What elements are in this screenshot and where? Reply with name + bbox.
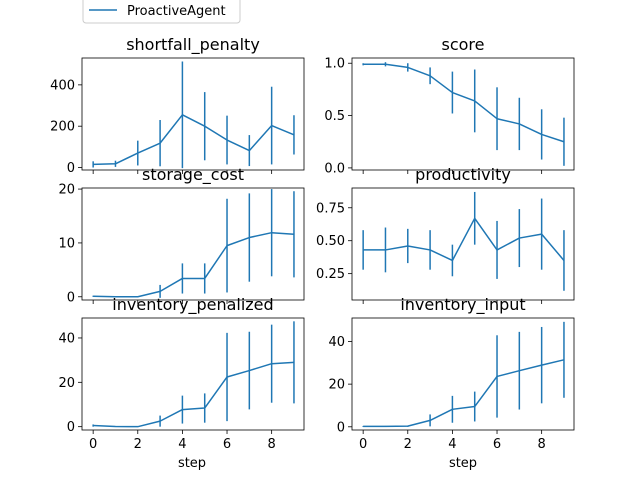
series-line-storage-cost: [93, 231, 295, 298]
series-line-inventory-penalized: [93, 361, 295, 428]
x-tick-label-inventory-input: 6: [493, 437, 501, 452]
y-tick-label-shortfall-penalty: 200: [50, 120, 75, 135]
series-shortfall-penalty: [92, 61, 295, 169]
series-line-score: [363, 63, 565, 143]
y-tick-label-storage-cost: 0: [67, 290, 75, 305]
panel-title-inventory-input: inventory_input: [400, 295, 525, 315]
x-tick-label-inventory-penalized: 6: [223, 437, 231, 452]
y-tick-label-inventory-penalized: 0: [67, 420, 75, 435]
subplot-grid: shortfall_penalty0200400score0.00.51.0st…: [50, 35, 575, 452]
subplot-shortfall-penalty: shortfall_penalty 0 200 400: [50, 35, 305, 176]
y-tick-label-inventory-penalized: 20: [58, 376, 75, 391]
plot-frame-productivity: [351, 187, 575, 301]
plot-frame-shortfall-penalty: [81, 57, 305, 171]
panel-title-inventory-penalized: inventory_penalized: [112, 295, 273, 315]
subplot-storage-cost: storage_cost 0 10 20: [58, 165, 305, 305]
y-tick-label-storage-cost: 10: [58, 236, 75, 251]
x-tick-label-inventory-penalized: 0: [89, 437, 97, 452]
y-tick-label-inventory-input: 20: [328, 378, 345, 393]
x-axis-label-group: step step: [178, 456, 477, 471]
x-axis-label-left: step: [178, 456, 206, 471]
y-tick-label-productivity: 0.25: [316, 267, 345, 282]
subplot-inventory-input: inventory_input 0 20 40 0 2 4 6 8: [328, 295, 575, 452]
y-tick-label-storage-cost: 20: [58, 183, 75, 198]
legend: ProactiveAgent: [82, 0, 241, 24]
y-tick-label-score: 0.5: [324, 109, 345, 124]
series-line-inventory-input: [363, 359, 565, 428]
y-tick-label-score: 1.0: [324, 57, 345, 72]
series-productivity: [362, 191, 565, 291]
x-tick-label-inventory-input: 8: [538, 437, 546, 452]
legend-label-proactiveagent: ProactiveAgent: [127, 4, 226, 19]
subplot-productivity: productivity 0.25 0.50 0.75: [316, 165, 575, 304]
legend-frame: [82, 0, 241, 24]
series-score: [362, 62, 565, 166]
series-inventory-input: [362, 321, 565, 428]
panel-title-storage-cost: storage_cost: [142, 165, 244, 185]
series-inventory-penalized: [92, 321, 295, 428]
x-tick-label-inventory-input: 4: [448, 437, 456, 452]
series-storage-cost: [92, 189, 295, 298]
subplot-inventory-penalized: inventory_penalized 0 20 40 0 2 4 6 8: [58, 295, 305, 452]
plot-frame-inventory-penalized: [81, 317, 305, 431]
plot-frame-inventory-input: [351, 317, 575, 431]
y-tick-label-shortfall-penalty: 400: [50, 78, 75, 93]
x-tick-label-inventory-input: 2: [404, 437, 412, 452]
y-tick-label-productivity: 0.50: [316, 234, 345, 249]
x-axis-label-right: step: [449, 456, 477, 471]
panel-title-score: score: [442, 35, 485, 54]
series-line-productivity: [363, 217, 565, 262]
plot-frame-score: [351, 57, 575, 171]
y-tick-label-shortfall-penalty: 0: [67, 161, 75, 176]
y-tick-label-score: 0.0: [324, 161, 345, 176]
panel-title-productivity: productivity: [415, 165, 511, 184]
plot-frame-storage-cost: [81, 187, 305, 301]
x-tick-label-inventory-penalized: 2: [134, 437, 142, 452]
x-tick-label-inventory-penalized: 8: [268, 437, 276, 452]
y-tick-label-productivity: 0.75: [316, 201, 345, 216]
x-tick-label-inventory-input: 0: [359, 437, 367, 452]
subplot-score: score 0.0 0.5 1.0: [324, 35, 575, 176]
y-tick-label-inventory-input: 40: [328, 335, 345, 350]
panel-title-shortfall-penalty: shortfall_penalty: [126, 35, 260, 55]
series-line-shortfall-penalty: [93, 114, 295, 166]
y-tick-label-inventory-penalized: 40: [58, 331, 75, 346]
x-tick-label-inventory-penalized: 4: [178, 437, 186, 452]
y-tick-label-inventory-input: 0: [337, 420, 345, 435]
